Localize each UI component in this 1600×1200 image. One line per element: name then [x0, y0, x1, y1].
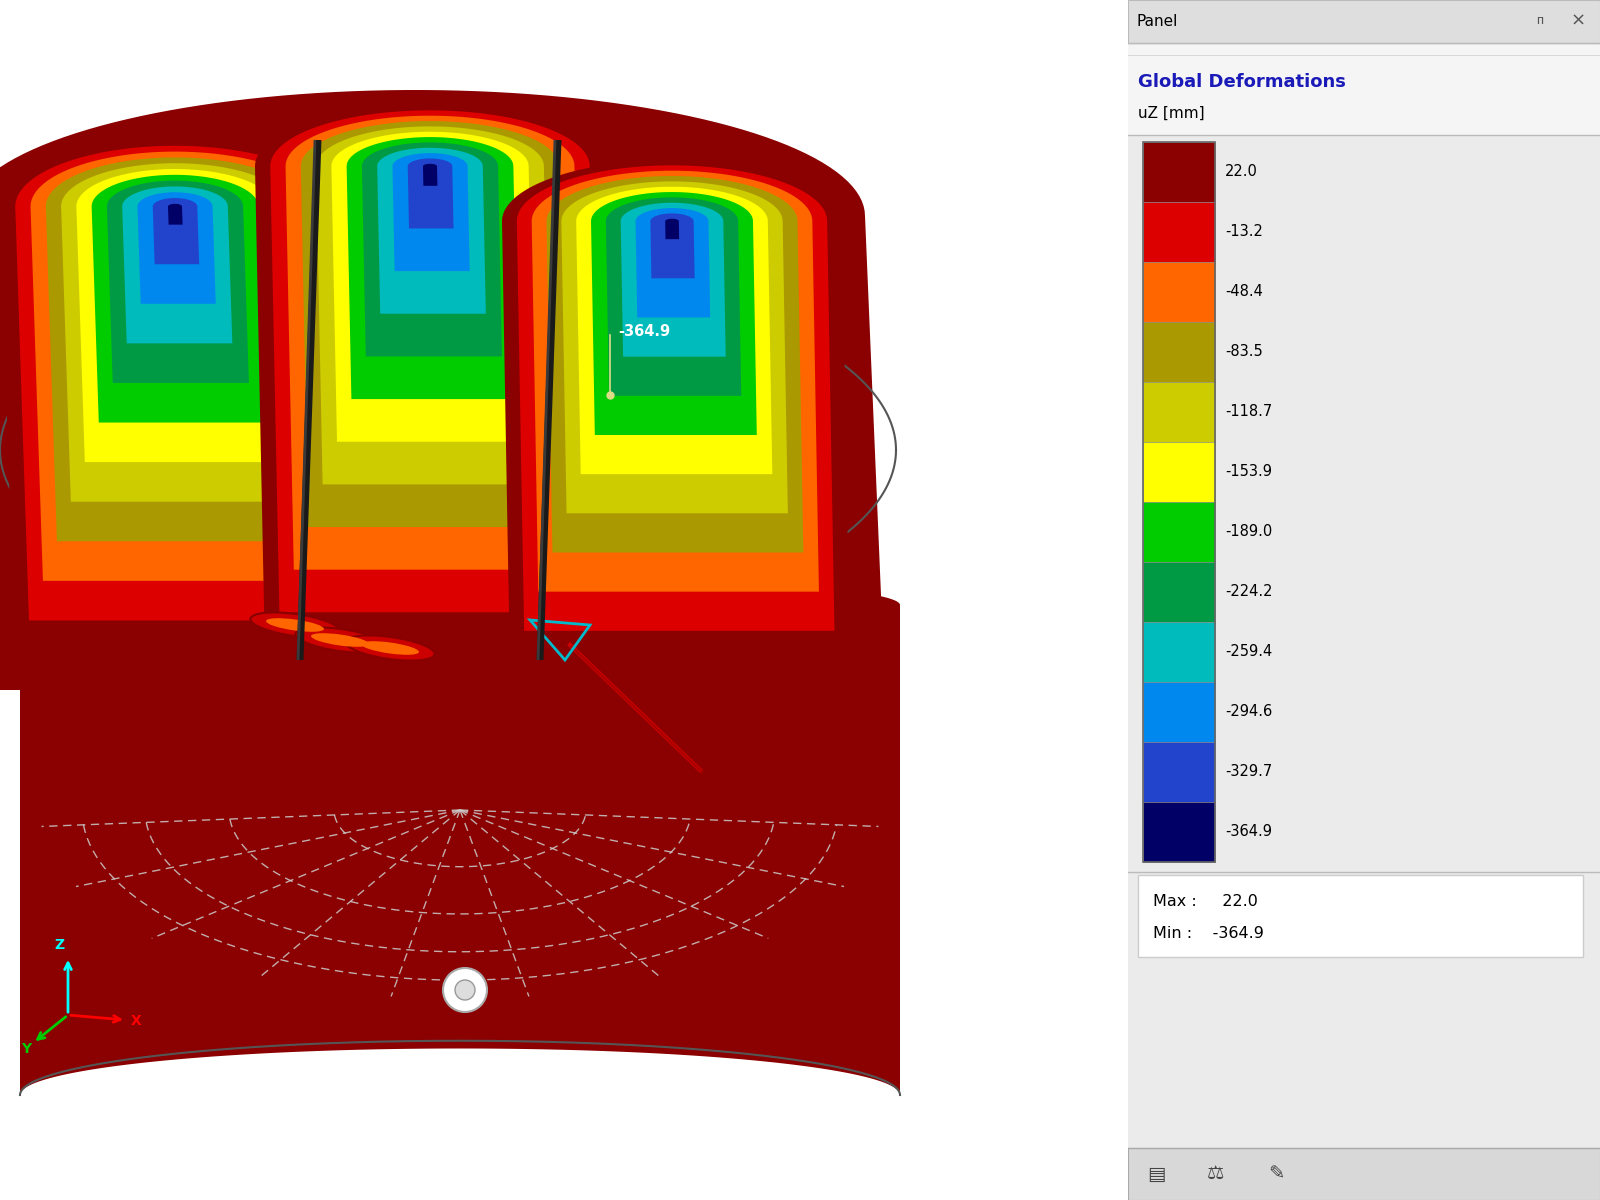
Polygon shape	[16, 146, 349, 620]
Polygon shape	[46, 157, 315, 541]
Polygon shape	[254, 106, 614, 655]
Ellipse shape	[296, 628, 384, 653]
Polygon shape	[285, 115, 582, 570]
Polygon shape	[378, 148, 486, 313]
Polygon shape	[331, 132, 534, 442]
Ellipse shape	[266, 618, 323, 631]
Text: -13.2: -13.2	[1226, 224, 1262, 240]
Bar	[1142, 142, 1214, 202]
Text: -189.0: -189.0	[1226, 524, 1272, 540]
Circle shape	[454, 980, 475, 1000]
Polygon shape	[562, 181, 787, 514]
Polygon shape	[30, 151, 331, 581]
Polygon shape	[317, 126, 550, 485]
Polygon shape	[19, 575, 899, 1094]
Polygon shape	[347, 137, 518, 400]
Polygon shape	[107, 181, 250, 383]
Text: -48.4: -48.4	[1226, 284, 1262, 300]
Text: ×: ×	[1571, 12, 1586, 30]
Polygon shape	[666, 218, 678, 239]
Text: -118.7: -118.7	[1226, 404, 1272, 420]
Text: -329.7: -329.7	[1226, 764, 1272, 780]
Polygon shape	[270, 110, 598, 612]
Polygon shape	[606, 197, 741, 396]
Polygon shape	[362, 143, 502, 356]
Polygon shape	[138, 192, 216, 304]
Text: ✎: ✎	[1267, 1164, 1285, 1183]
Text: -224.2: -224.2	[1226, 584, 1272, 600]
Polygon shape	[61, 163, 299, 502]
Text: Y: Y	[21, 1042, 30, 1056]
Bar	[1128, 0, 1600, 43]
Bar	[1142, 382, 1214, 442]
Text: Global Deformations: Global Deformations	[1138, 73, 1346, 91]
Bar	[1142, 202, 1214, 262]
Polygon shape	[122, 186, 232, 343]
Text: ᴨ: ᴨ	[1536, 14, 1542, 28]
Ellipse shape	[310, 634, 370, 647]
Text: ⚖: ⚖	[1208, 1164, 1224, 1183]
Bar	[1142, 142, 1214, 862]
Text: ▤: ▤	[1147, 1164, 1165, 1183]
Circle shape	[443, 968, 486, 1012]
Polygon shape	[301, 121, 566, 527]
Polygon shape	[635, 208, 710, 318]
Text: -259.4: -259.4	[1226, 644, 1272, 660]
Text: Panel: Panel	[1136, 13, 1178, 29]
Polygon shape	[621, 203, 726, 356]
Bar	[1142, 262, 1214, 322]
Polygon shape	[650, 214, 694, 278]
Polygon shape	[0, 90, 885, 690]
Polygon shape	[152, 198, 198, 264]
Polygon shape	[168, 204, 182, 224]
Polygon shape	[91, 175, 266, 422]
Ellipse shape	[346, 636, 435, 660]
Polygon shape	[576, 187, 773, 474]
Text: -153.9: -153.9	[1226, 464, 1272, 480]
Bar	[1142, 622, 1214, 682]
Text: -364.9: -364.9	[1226, 824, 1272, 840]
Text: -364.9: -364.9	[618, 324, 670, 340]
Text: -294.6: -294.6	[1226, 704, 1272, 720]
Bar	[1142, 742, 1214, 802]
Text: 22.0: 22.0	[1226, 164, 1258, 180]
Polygon shape	[408, 158, 453, 228]
Polygon shape	[0, 140, 365, 660]
Bar	[1128, 44, 1600, 134]
Bar	[1142, 442, 1214, 502]
Ellipse shape	[251, 612, 339, 637]
Bar	[1142, 802, 1214, 862]
Polygon shape	[517, 166, 835, 631]
Bar	[1128, 1148, 1600, 1200]
Text: -83.5: -83.5	[1226, 344, 1262, 360]
Polygon shape	[422, 164, 437, 186]
Text: uZ [mm]: uZ [mm]	[1138, 106, 1205, 120]
Polygon shape	[392, 154, 470, 271]
Polygon shape	[77, 169, 282, 462]
Ellipse shape	[362, 641, 419, 655]
Text: X: X	[131, 1014, 142, 1028]
Text: Max :     22.0: Max : 22.0	[1154, 894, 1258, 910]
Polygon shape	[502, 160, 850, 670]
Polygon shape	[590, 192, 757, 434]
Bar	[1142, 562, 1214, 622]
Polygon shape	[531, 170, 819, 592]
Polygon shape	[547, 176, 803, 552]
Bar	[1142, 322, 1214, 382]
Bar	[1138, 875, 1582, 958]
Polygon shape	[19, 605, 899, 1094]
Bar	[1142, 502, 1214, 562]
Text: Min :    -364.9: Min : -364.9	[1154, 926, 1264, 942]
Text: Z: Z	[54, 938, 64, 952]
Bar	[1142, 682, 1214, 742]
